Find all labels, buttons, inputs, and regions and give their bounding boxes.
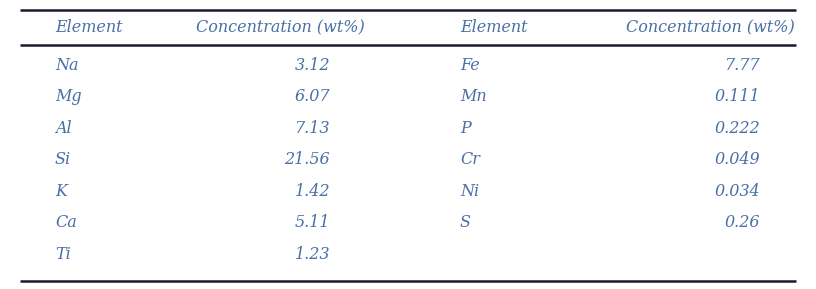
Text: 1.23: 1.23: [295, 246, 330, 263]
Text: 5.11: 5.11: [295, 214, 330, 231]
Text: Ni: Ni: [460, 183, 479, 200]
Text: 0.049: 0.049: [714, 151, 760, 168]
Text: 0.26: 0.26: [725, 214, 760, 231]
Text: K: K: [55, 183, 67, 200]
Text: Concentration (wt%): Concentration (wt%): [626, 19, 794, 36]
Text: 0.034: 0.034: [714, 183, 760, 200]
Text: Mn: Mn: [460, 88, 486, 105]
Text: P: P: [460, 120, 471, 137]
Text: 21.56: 21.56: [284, 151, 330, 168]
Text: 0.222: 0.222: [714, 120, 760, 137]
Text: Concentration (wt%): Concentration (wt%): [196, 19, 365, 36]
Text: 3.12: 3.12: [295, 57, 330, 74]
Text: Al: Al: [55, 120, 72, 137]
Text: Fe: Fe: [460, 57, 480, 74]
Text: S: S: [460, 214, 471, 231]
Text: Ti: Ti: [55, 246, 71, 263]
Text: 7.13: 7.13: [295, 120, 330, 137]
Text: Mg: Mg: [55, 88, 82, 105]
Text: Ca: Ca: [55, 214, 77, 231]
Text: 0.111: 0.111: [714, 88, 760, 105]
Text: Si: Si: [55, 151, 71, 168]
Text: 6.07: 6.07: [295, 88, 330, 105]
Text: Na: Na: [55, 57, 78, 74]
Text: 1.42: 1.42: [295, 183, 330, 200]
Text: Cr: Cr: [460, 151, 480, 168]
Text: Element: Element: [55, 19, 122, 36]
Text: Element: Element: [460, 19, 527, 36]
Text: 7.77: 7.77: [725, 57, 760, 74]
